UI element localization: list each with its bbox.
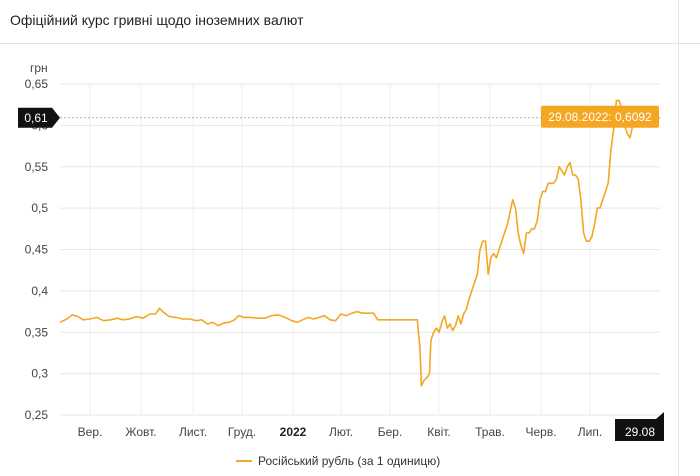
x-tick-label: Жовт.: [125, 425, 156, 439]
x-tick-label: Груд.: [228, 425, 256, 439]
legend-label: Російський рубль (за 1 одиницю): [258, 454, 440, 468]
y-tick-label: 0,55: [25, 160, 49, 174]
x-tick-label: Лист.: [179, 425, 207, 439]
divider: [678, 0, 679, 476]
y-tick-label: 0,5: [31, 201, 48, 215]
y-crosshair-label: 0,61: [24, 111, 48, 125]
x-crosshair-badge: [615, 412, 664, 441]
x-crosshair-label: 29.08: [625, 425, 655, 439]
y-axis: 0,250,30,350,40,450,50,550,60,65: [25, 77, 49, 422]
y-tick-label: 0,3: [31, 367, 48, 381]
legend[interactable]: Російський рубль (за 1 одиницю): [236, 454, 440, 468]
chart-header: Офіційний курс гривні щодо іноземних вал…: [0, 0, 700, 44]
x-tick-label: Лют.: [329, 425, 353, 439]
x-axis: Вер. Жовт. Лист. Груд. 2022 Лют. Бер. Квіт. Трав…: [78, 425, 603, 439]
series-layer: [59, 99, 661, 387]
y-axis-label: грн: [30, 61, 48, 75]
tooltip-text: 29.08.2022: 0,6092: [548, 110, 652, 124]
x-tick-label: Лип.: [578, 425, 602, 439]
tooltip-box: [541, 105, 659, 128]
y-tick-label: 0,4: [31, 284, 48, 298]
x-tick-label: 2022: [280, 425, 307, 439]
y-tick-label: 0,45: [25, 243, 49, 257]
x-tick-label: Черв.: [525, 425, 556, 439]
y-tick-label: 0,35: [25, 325, 49, 339]
page-title: Офіційний курс гривні щодо іноземних вал…: [10, 12, 304, 28]
x-tick-label: Трав.: [475, 425, 505, 439]
series-line: [59, 99, 661, 387]
grid: [60, 83, 660, 416]
y-tick-label: 0,65: [25, 77, 49, 91]
y-crosshair-badge: [18, 107, 60, 128]
crosshair: 0,61 29.08.2022: 0,6092 29.08: [18, 105, 664, 441]
x-tick-label: Квіт.: [427, 425, 451, 439]
x-tick-label: Бер.: [378, 425, 403, 439]
y-tick-label: 0,25: [25, 408, 49, 422]
x-tick-label: Вер.: [78, 425, 103, 439]
